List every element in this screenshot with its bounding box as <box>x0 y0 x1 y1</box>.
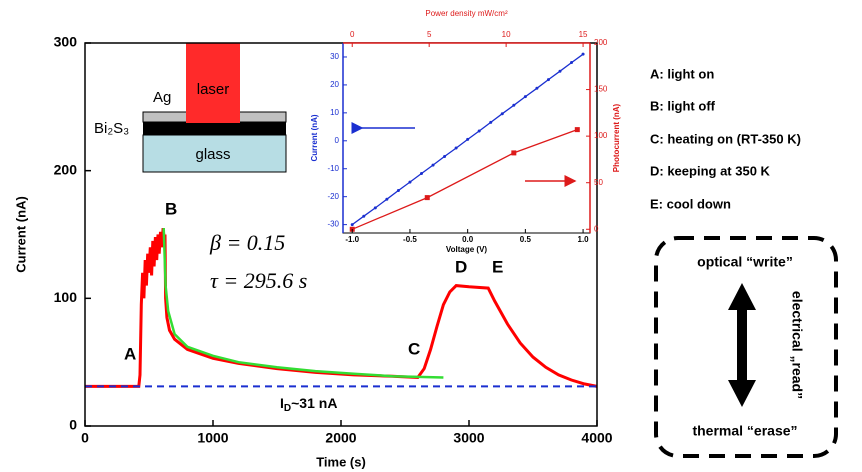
x-tick-label: 4000 <box>581 430 612 446</box>
glass-label: glass <box>195 146 230 163</box>
data-point <box>373 206 377 210</box>
fit-parameter: β = 0.15 <box>209 230 285 255</box>
baseline-label-part: ~31 nA <box>291 395 337 411</box>
x2-axis-label: Power density mW/cm² <box>425 9 508 18</box>
data-point <box>424 195 430 201</box>
data-point <box>500 112 504 116</box>
x2-tick-label: 0 <box>350 30 355 39</box>
data-point <box>546 78 550 82</box>
bi2s3-layer <box>143 122 286 135</box>
point-label: B <box>165 199 177 218</box>
y-axis-label: Current (nA) <box>310 114 319 161</box>
x-axis-label: Time (s) <box>316 454 366 469</box>
data-point <box>489 120 493 124</box>
dashed-box <box>654 236 838 458</box>
double-arrow <box>728 283 756 407</box>
y-tick-label: -20 <box>327 192 339 201</box>
series-line <box>162 228 444 379</box>
note: E: cool down <box>650 196 731 211</box>
series-line <box>351 128 578 230</box>
data-point <box>466 137 470 141</box>
memory-diagram: optical “write” thermal “erase” electric… <box>654 236 838 458</box>
x-tick-label: -1.0 <box>345 235 359 244</box>
x2-tick-label: 15 <box>579 30 588 39</box>
baseline-label: ID~31 nA <box>280 395 337 414</box>
y2-tick-label: 100 <box>594 131 608 140</box>
y2-tick-label: 50 <box>594 178 603 187</box>
y-tick-label: 0 <box>335 136 340 145</box>
ag-label: Ag <box>153 89 171 106</box>
x-tick-label: 1000 <box>197 430 228 446</box>
data-point <box>396 189 400 193</box>
laser-label: laser <box>197 81 230 98</box>
y2-axis-label: Photocurrent (nA) <box>612 103 621 172</box>
data-point <box>419 171 423 175</box>
diagram-top: optical “write” <box>697 254 793 270</box>
notes: A: light on B: light off C: heating on (… <box>650 66 801 211</box>
y-tick-label: -30 <box>327 220 339 229</box>
y2-tick-label: 150 <box>594 85 608 94</box>
y-tick-label: 30 <box>330 52 339 61</box>
data-point <box>512 103 516 107</box>
data-point <box>535 86 539 90</box>
x-tick-label: 0.0 <box>462 235 474 244</box>
baseline-label-part: I <box>280 395 284 411</box>
x-tick-label: 0 <box>81 430 89 446</box>
data-point <box>477 129 481 133</box>
x-tick-label: 2000 <box>325 430 356 446</box>
bi2s3-label: Bi₂S₃ <box>94 120 129 137</box>
diagram-bottom: thermal “erase” <box>692 423 797 439</box>
x2-tick-label: 10 <box>502 30 511 39</box>
glass-layer <box>142 134 287 173</box>
y-tick-label: -10 <box>327 164 339 173</box>
fit-parameter: τ = 295.6 s <box>210 268 307 293</box>
data-point <box>443 154 447 158</box>
point-label: D <box>455 257 467 276</box>
y-tick-label: 0 <box>69 417 77 433</box>
x-tick-label: 0.5 <box>520 235 532 244</box>
data-point <box>511 150 517 156</box>
diagram-side: electrical „read” <box>789 291 805 399</box>
y-tick-label: 20 <box>330 80 339 89</box>
data-point <box>350 223 354 227</box>
y-axis-label: Current (nA) <box>13 196 28 273</box>
y-tick-label: 300 <box>54 34 78 50</box>
data-point <box>431 163 435 167</box>
data-point <box>581 52 585 56</box>
note: A: light on <box>650 66 714 81</box>
note: B: light off <box>650 98 716 113</box>
data-point <box>385 197 389 201</box>
y-tick-label: 100 <box>54 289 78 305</box>
note: D: keeping at 350 K <box>650 163 771 178</box>
x-axis-label: Voltage (V) <box>446 245 488 254</box>
data-point <box>454 146 458 150</box>
x2-tick-label: 5 <box>427 30 432 39</box>
series-line <box>85 227 598 388</box>
point-label: C <box>408 339 420 358</box>
y2-tick-label: 0 <box>594 224 599 233</box>
y-tick-label: 200 <box>54 161 78 177</box>
data-point <box>523 95 527 99</box>
data-point <box>574 127 580 133</box>
baseline-label-part: D <box>284 403 291 414</box>
data-point <box>558 69 562 73</box>
y2-tick-label: 200 <box>594 38 608 47</box>
laser-beam <box>186 43 240 123</box>
x-tick-label: 3000 <box>453 430 484 446</box>
note: C: heating on (RT-350 K) <box>650 131 801 146</box>
x-tick-label: 1.0 <box>578 235 590 244</box>
data-point <box>362 214 366 218</box>
data-point <box>408 180 412 184</box>
point-label: A <box>124 344 136 363</box>
y-tick-label: 10 <box>330 108 339 117</box>
point-label: E <box>492 257 503 276</box>
data-point <box>570 61 574 65</box>
x-tick-label: -0.5 <box>403 235 417 244</box>
device-schematic: Ag laser Bi₂S₃ glass <box>94 43 287 173</box>
